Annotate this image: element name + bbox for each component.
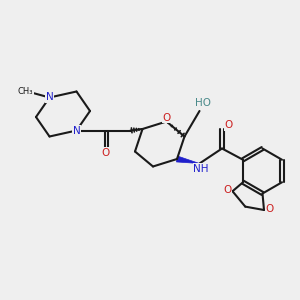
Text: O: O: [224, 120, 233, 130]
Text: O: O: [265, 203, 274, 214]
Text: HO: HO: [194, 98, 211, 109]
Text: CH₃: CH₃: [18, 87, 33, 96]
Text: N: N: [46, 92, 53, 103]
Text: NH: NH: [193, 164, 209, 174]
Text: O: O: [101, 148, 109, 158]
Text: O: O: [162, 113, 171, 123]
Text: N: N: [73, 125, 80, 136]
Text: O: O: [223, 185, 231, 195]
Polygon shape: [176, 156, 200, 164]
